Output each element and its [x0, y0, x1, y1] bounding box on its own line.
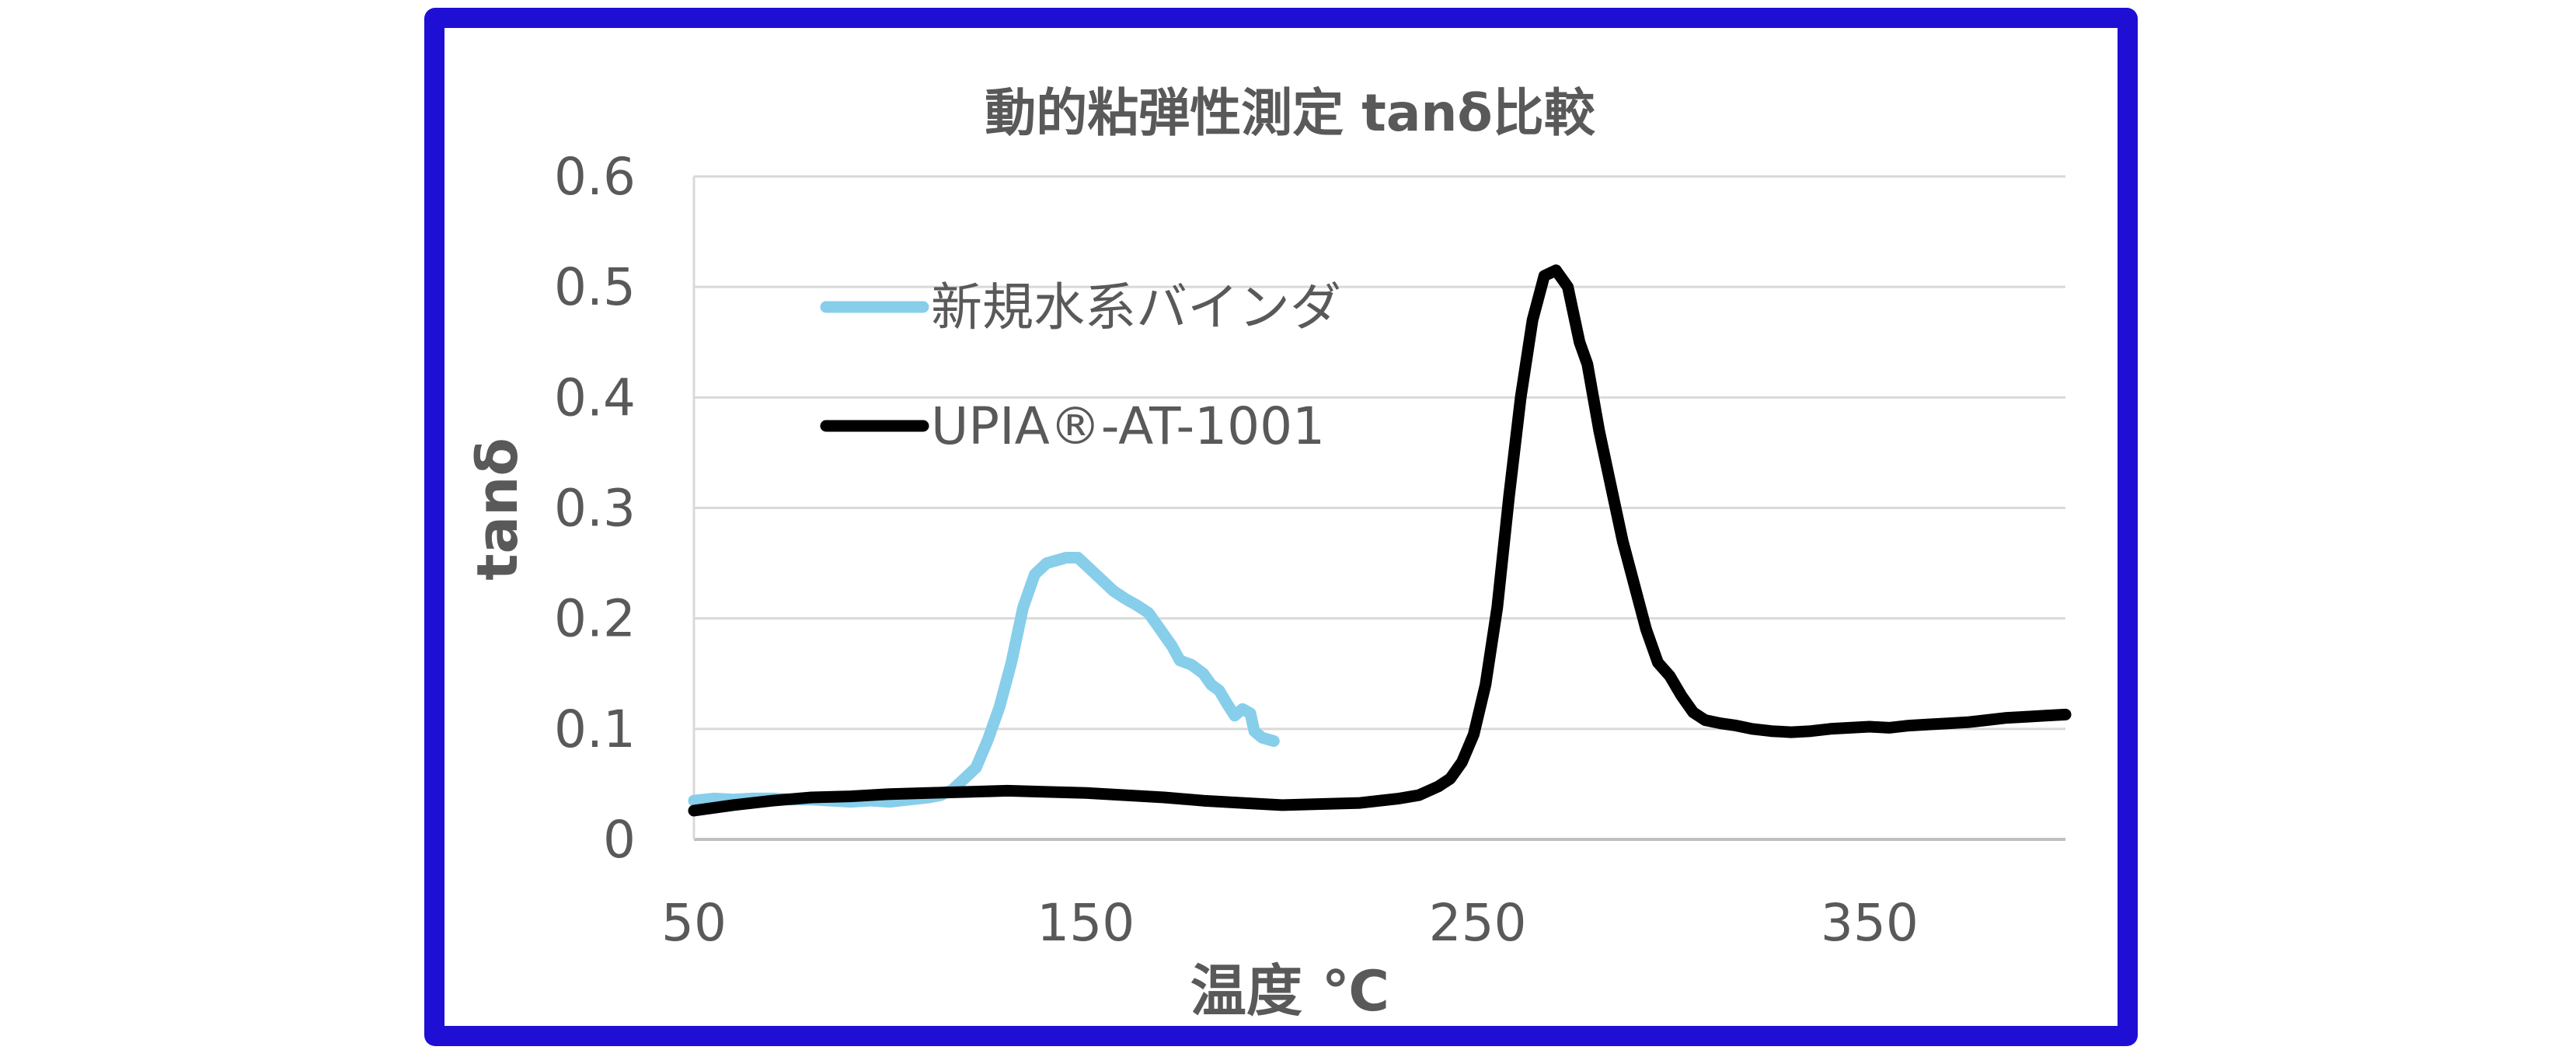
- legend-label-series-1: 新規水系バインダ: [931, 277, 1341, 337]
- y-tick-label: 0.3: [554, 479, 636, 539]
- y-tick-label: 0.2: [554, 589, 636, 649]
- y-tick-label: 0.5: [554, 257, 636, 317]
- chart-title: 動的粘弾性測定 tanδ比較: [985, 83, 1595, 143]
- series-lines: [688, 264, 2072, 817]
- x-tick-label: 150: [1037, 893, 1135, 953]
- y-axis-ticks: 0 0.1 0.2 0.3 0.4 0.5 0.6: [554, 147, 636, 870]
- x-tick-label: 50: [661, 893, 727, 953]
- x-axis-label: 温度 ℃: [1190, 958, 1389, 1024]
- chart-frame: [424, 8, 2138, 1046]
- gridlines: [692, 175, 2065, 841]
- series-line-2: [688, 264, 2072, 817]
- x-tick-label: 250: [1429, 893, 1527, 953]
- y-tick-label: 0.6: [554, 147, 636, 207]
- x-axis-ticks: 50 150 250 350: [661, 893, 1919, 953]
- y-tick-label: 0.1: [554, 699, 636, 759]
- y-tick-label: 0: [603, 810, 636, 870]
- legend-label-series-2: UPIA®-AT-1001: [931, 396, 1325, 456]
- y-tick-label: 0.4: [554, 368, 636, 427]
- legend: 新規水系バインダ UPIA®-AT-1001: [820, 277, 1341, 456]
- x-tick-label: 350: [1821, 893, 1919, 953]
- y-axis-label: tanδ: [465, 438, 530, 581]
- series-line-1: [688, 552, 1280, 808]
